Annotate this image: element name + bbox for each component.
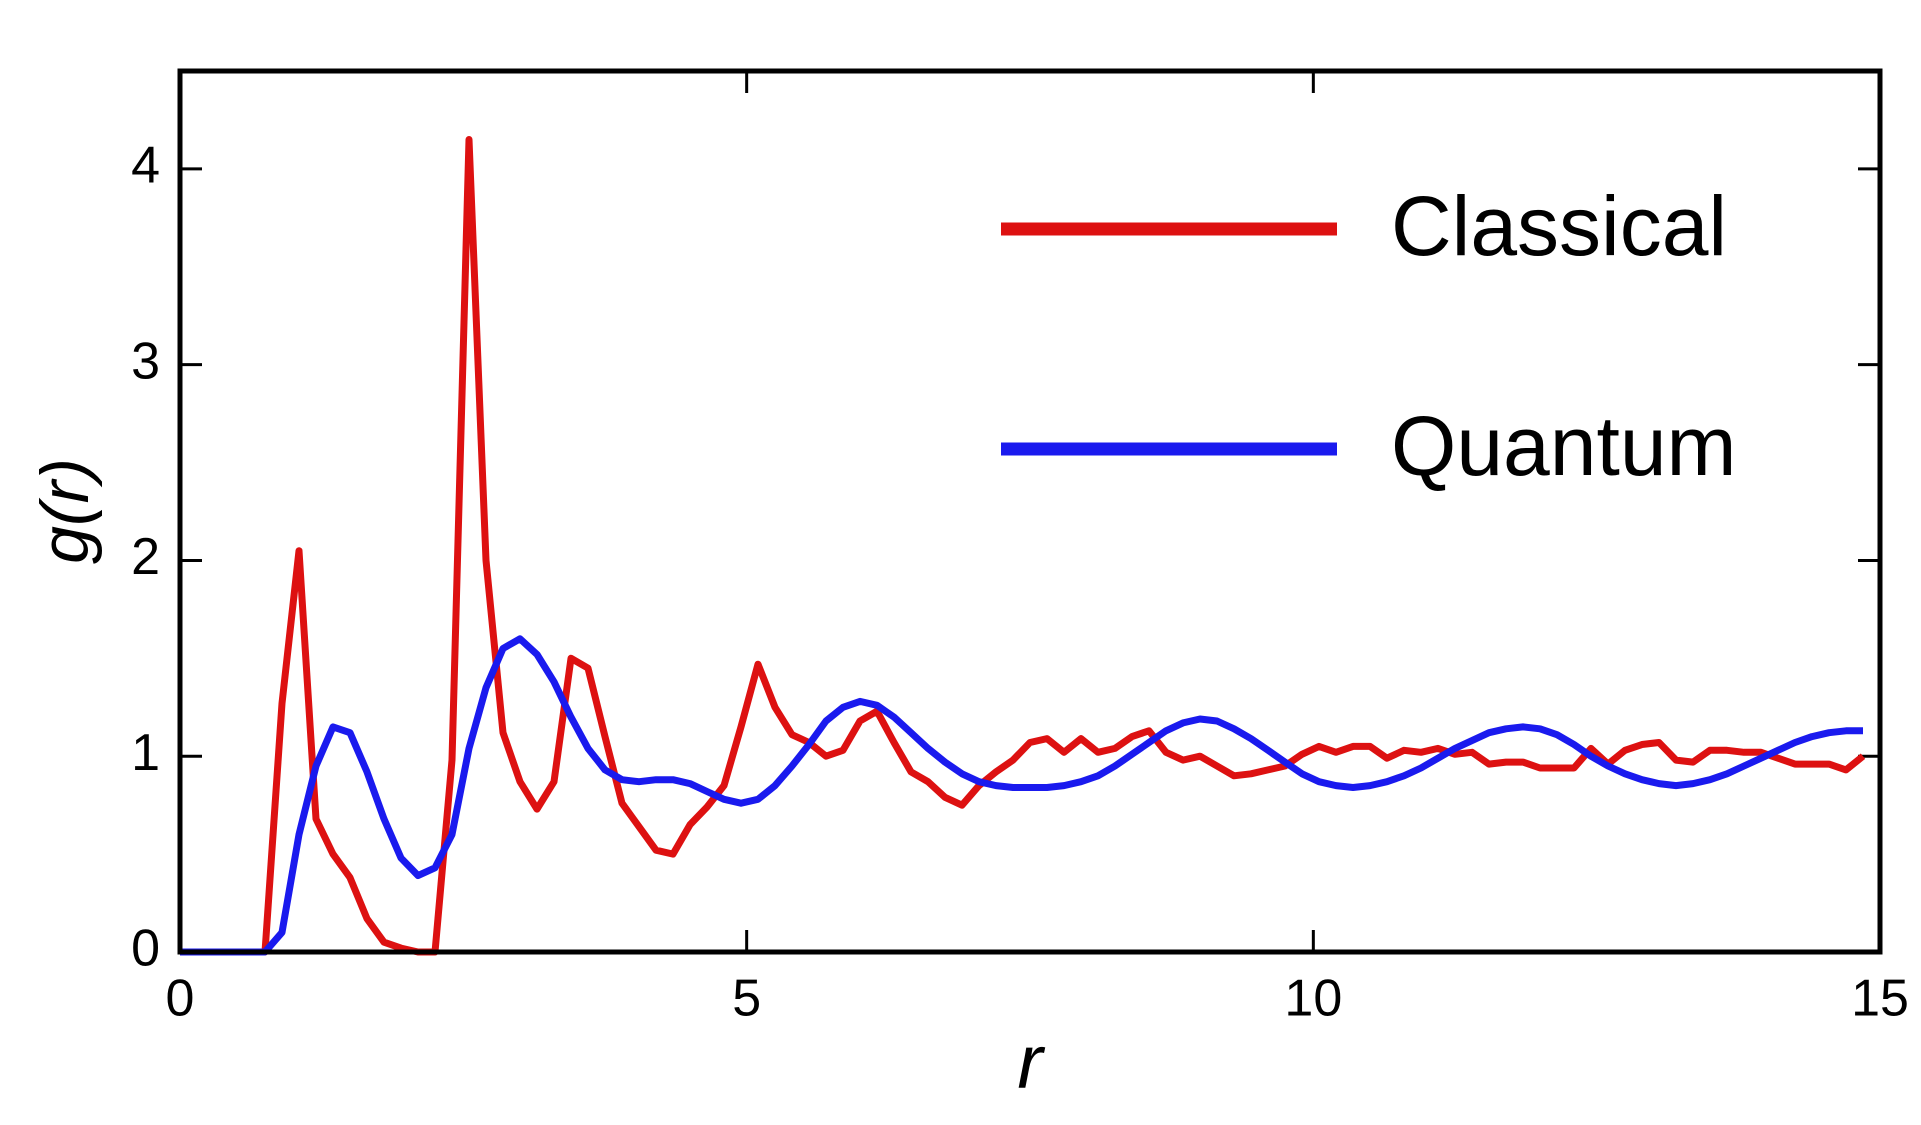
x-tick-label: 0 [166,970,195,1028]
data-line [180,635,1863,956]
x-tick-label: 5 [732,970,761,1028]
y-tick-label: 4 [131,137,160,195]
y-tick-label: 3 [131,332,160,390]
legend-label: Classical [1391,179,1727,273]
y-tick-label: 1 [131,724,160,782]
y-tick-label: 0 [131,920,160,978]
data-line [180,136,1866,956]
y-axis-label: g(r) [27,458,103,564]
x-tick-label: 15 [1851,970,1909,1028]
y-tick-label: 2 [131,528,160,586]
legend-label: Quantum [1391,399,1737,493]
plot-frame [177,68,1883,955]
x-tick-label: 10 [1284,970,1342,1028]
x-axis-label: r [1017,1020,1045,1105]
